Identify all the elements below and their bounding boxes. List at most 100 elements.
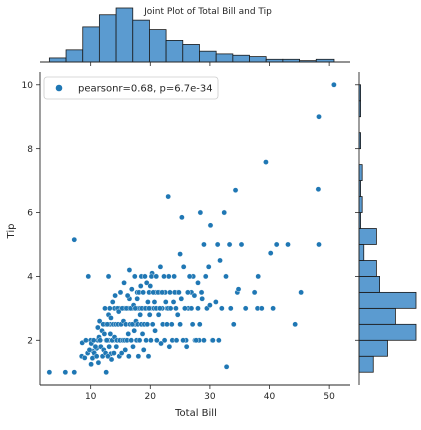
y-tick-label: 8: [27, 145, 33, 155]
scatter-point: [137, 311, 143, 318]
x-axis-label: Total Bill: [174, 408, 217, 419]
scatter-point: [97, 337, 104, 344]
scatter-point: [108, 315, 114, 321]
scatter-point: [157, 305, 163, 312]
scatter-point: [154, 337, 160, 344]
scatter-point: [109, 299, 116, 305]
scatter-point: [189, 321, 196, 328]
top-hist-bar: [115, 7, 134, 63]
scatter-point: [93, 353, 100, 360]
scatter-point: [182, 305, 188, 312]
scatter-point: [242, 305, 249, 312]
scatter-point: [62, 369, 69, 376]
scatter-point: [149, 321, 156, 328]
scatter-point: [186, 273, 193, 280]
scatter-point: [155, 311, 162, 318]
top-hist-bar: [249, 56, 267, 63]
right-marginal-histogram: [358, 84, 417, 373]
scatter-point: [216, 337, 222, 344]
scatter-point: [165, 273, 172, 280]
scatter-point: [112, 292, 118, 299]
scatter-point: [199, 295, 205, 302]
scatter-point: [118, 350, 125, 356]
scatter-point: [145, 353, 152, 360]
x-tick-label: 40: [264, 392, 276, 402]
scatter-point: [105, 273, 112, 280]
legend-box: [43, 76, 219, 100]
right-hist-bar: [358, 196, 363, 213]
scatter-point: [168, 321, 175, 328]
scatter-point: [167, 289, 173, 296]
top-hist-bar: [232, 54, 250, 63]
top-hist-bar: [65, 49, 84, 63]
scatter-point: [128, 337, 135, 344]
scatter-point: [103, 369, 109, 376]
scatter-point: [122, 347, 129, 353]
scatter-point: [134, 295, 140, 302]
y-axis-label: Tip: [6, 224, 17, 240]
scatter-point: [103, 337, 110, 344]
scatter-point: [235, 286, 242, 292]
scatter-point: [126, 267, 133, 273]
right-hist-bar: [358, 355, 374, 373]
top-hist-bar: [82, 26, 100, 63]
scatter-point: [95, 324, 101, 331]
scatter-point: [71, 236, 78, 243]
scatter-point: [135, 353, 142, 360]
legend-label: pearsonr=0.68, p=6.7e-34: [78, 84, 213, 95]
scatter-point: [106, 305, 113, 312]
right-hist-bar: [358, 323, 417, 341]
scatter-point: [130, 343, 136, 350]
legend: pearsonr=0.68, p=6.7e-34: [43, 76, 219, 100]
scatter-point: [126, 353, 132, 360]
scatter-point: [197, 209, 204, 216]
scatter-point: [202, 273, 209, 280]
top-marginal-histogram: [48, 7, 335, 63]
top-hist-bar: [165, 40, 184, 63]
scatter-point: [148, 273, 155, 280]
right-hist-bar: [358, 260, 377, 277]
scatter-point: [201, 337, 207, 344]
scatter-point: [95, 359, 102, 366]
scatter-point: [177, 321, 183, 328]
scatter-point: [251, 289, 258, 296]
scatter-point: [165, 193, 171, 200]
scatter-point: [198, 289, 205, 296]
scatter-point: [226, 241, 233, 248]
right-hist-bar: [358, 276, 380, 293]
x-tick-label: 30: [204, 392, 216, 402]
scatter-point: [162, 299, 169, 305]
top-hist-bar: [199, 50, 217, 63]
scatter-point: [144, 321, 151, 328]
scatter-point: [111, 350, 117, 356]
scatter-point: [173, 305, 179, 312]
scatter-point: [161, 273, 167, 280]
scatter-point: [217, 257, 223, 264]
scatter-point: [153, 273, 160, 280]
scatter-points: [46, 81, 337, 376]
scatter-point: [46, 369, 53, 376]
scatter-point: [315, 186, 322, 193]
scatter-point: [121, 279, 127, 286]
scatter-point: [270, 305, 276, 312]
scatter-point: [71, 369, 78, 376]
top-hist-bar: [182, 44, 200, 63]
scatter-point: [267, 250, 274, 256]
scatter-point: [170, 299, 177, 305]
scatter-point: [227, 305, 234, 312]
y-tick-label: 6: [27, 209, 33, 219]
scatter-point: [201, 241, 207, 248]
scatter-point: [143, 279, 150, 286]
scatter-point: [292, 321, 298, 328]
scatter-point: [143, 337, 149, 344]
scatter-point: [117, 289, 124, 296]
scatter-point: [115, 308, 122, 315]
chart-title: Joint Plot of Total Bill and Tip: [143, 7, 272, 17]
scatter-point: [285, 241, 291, 248]
scatter-point: [159, 289, 166, 296]
x-tick-label: 10: [85, 392, 97, 402]
scatter-point: [179, 214, 185, 221]
y-tick-label: 10: [22, 81, 34, 91]
